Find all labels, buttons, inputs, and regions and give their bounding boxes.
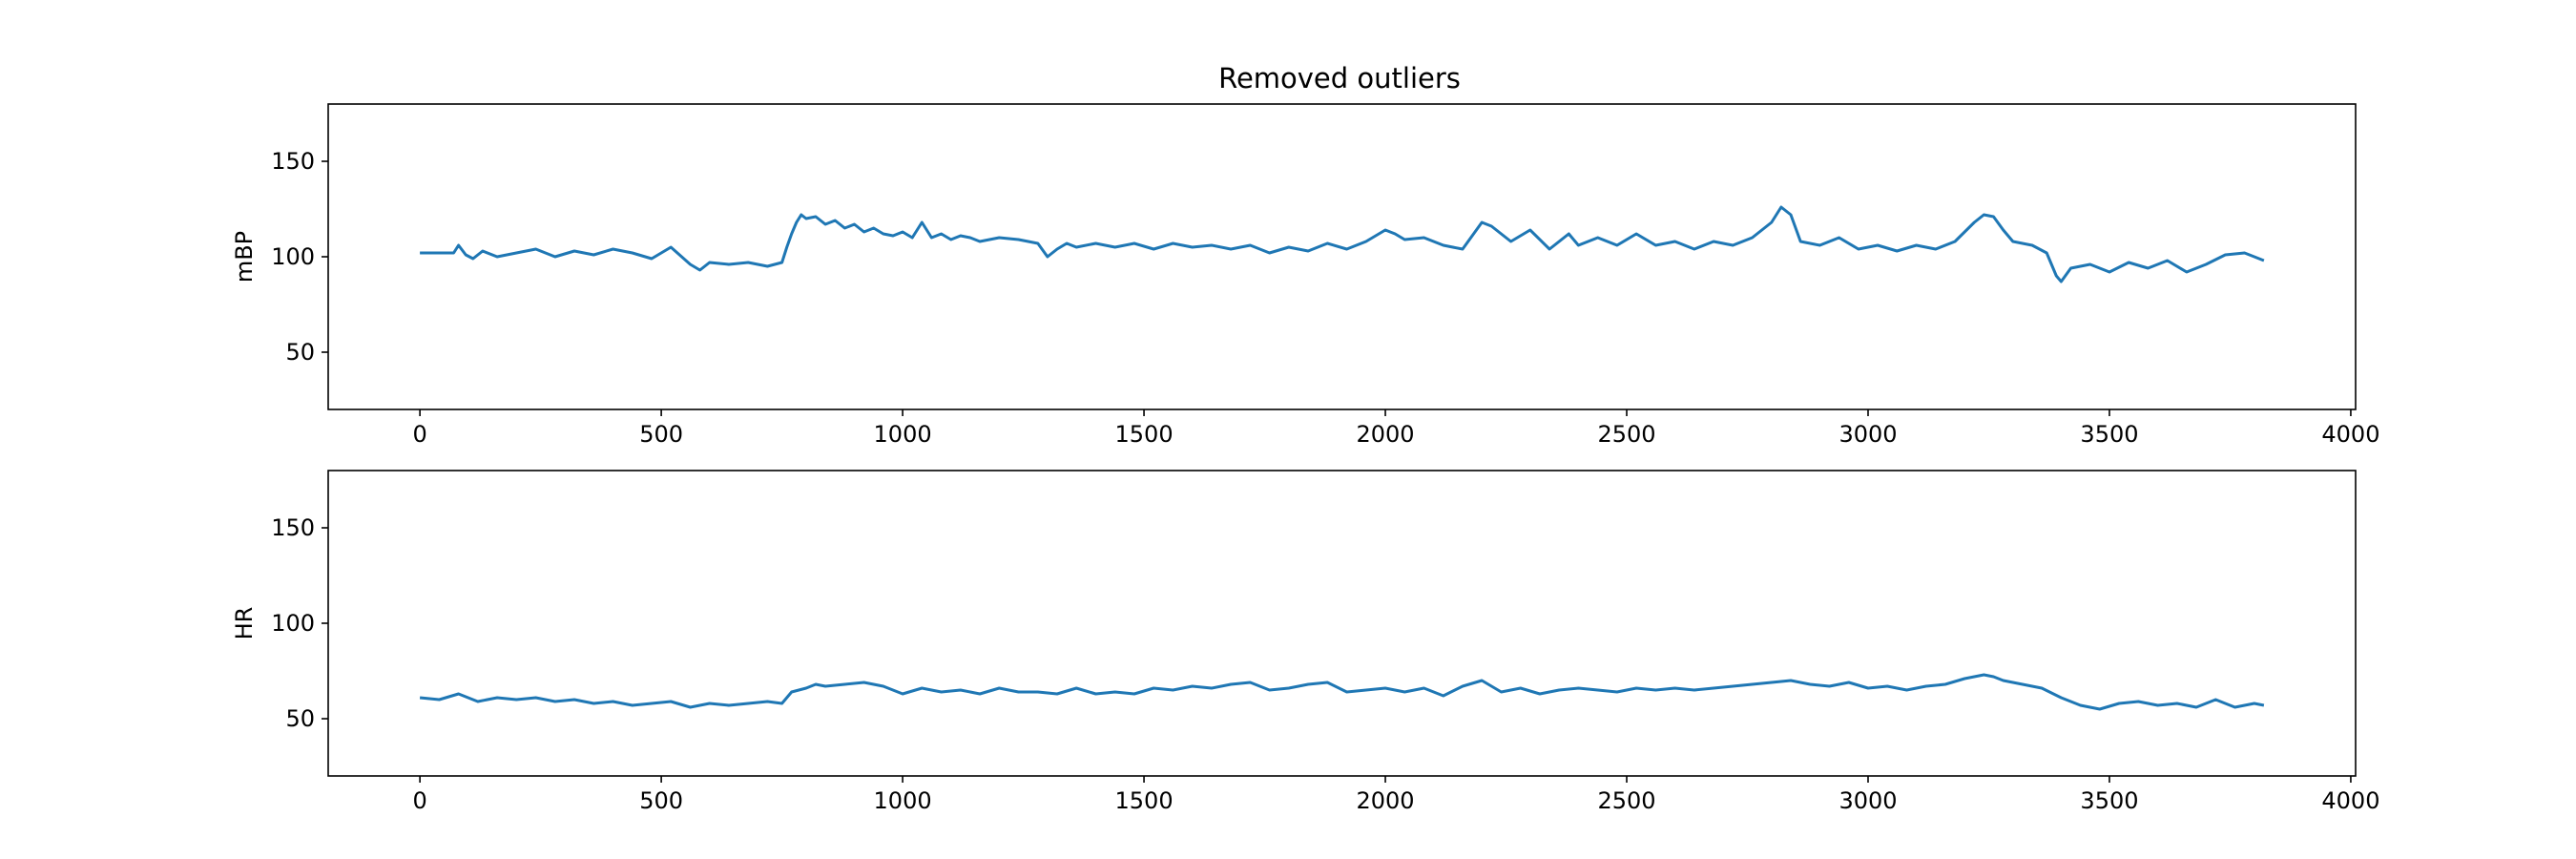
x-tick-label: 500 [639, 787, 683, 814]
axes-frame [327, 103, 2357, 410]
y-tick-label: 100 [271, 610, 315, 637]
x-tick-label: 1500 [1115, 787, 1174, 814]
x-tick-label: 4000 [2321, 787, 2379, 814]
x-tick-label: 0 [412, 787, 426, 814]
x-tick-label: 2500 [1597, 787, 1655, 814]
y-tick-label: 100 [271, 243, 315, 270]
x-tick-label: 4000 [2321, 421, 2379, 448]
top-panel-mbp: 0 500 1000 1500 2000 2500 3000 3500 4000 50 100 150… [231, 103, 2379, 448]
x-tick-label: 0 [412, 421, 426, 448]
x-tick-label: 1000 [874, 787, 932, 814]
y-tick-label: 50 [285, 339, 315, 366]
series-line-mbp [420, 205, 2265, 283]
axes-frame [327, 470, 2357, 777]
x-tick-label: 1000 [874, 421, 932, 448]
y-axis-title: mBP [231, 231, 258, 283]
y-tick-label: 50 [285, 705, 315, 732]
x-tick-label: 2500 [1597, 421, 1655, 448]
y-tick-label: 150 [271, 148, 315, 175]
x-tick-label: 2000 [1356, 787, 1414, 814]
x-tick-label: 500 [639, 421, 683, 448]
x-tick-label: 3000 [1839, 421, 1897, 448]
y-axis-title: HR [231, 607, 258, 640]
y-tick-label: 150 [271, 514, 315, 541]
x-tick-label: 3500 [2080, 787, 2138, 814]
chart-title: Removed outliers [1218, 62, 1461, 94]
series-line-hr [419, 673, 2265, 711]
x-tick-label: 3500 [2080, 421, 2138, 448]
x-tick-label: 2000 [1356, 421, 1414, 448]
bottom-panel-hr: 0 500 1000 1500 2000 2500 3000 3500 4000 50 100 150… [231, 470, 2379, 814]
x-tick-label: 1500 [1115, 421, 1174, 448]
x-tick-label: 3000 [1839, 787, 1897, 814]
